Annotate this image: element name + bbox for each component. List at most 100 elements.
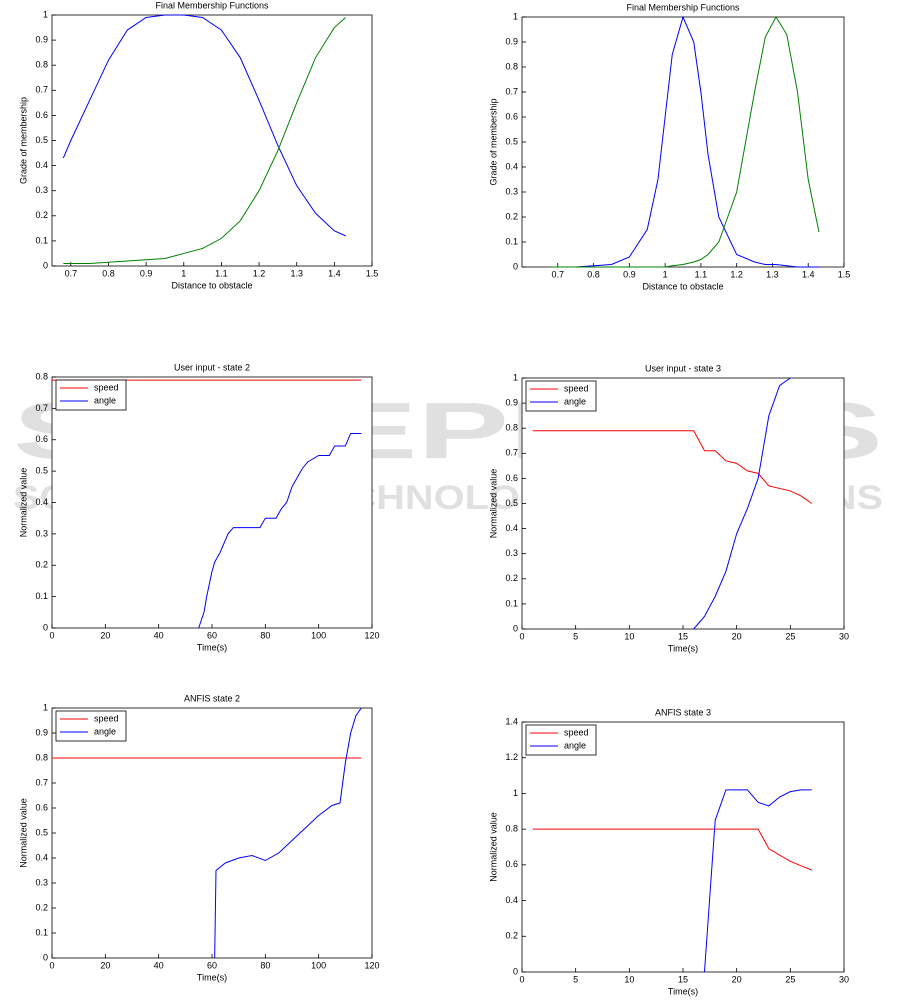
series-line	[550, 15, 819, 268]
plot-frame	[521, 721, 845, 973]
x-axis-label: Time(s)	[668, 643, 698, 653]
chart-title: ANFIS state 3	[655, 707, 711, 717]
plot-frame	[521, 16, 845, 268]
y-tick-label: 0.1	[505, 598, 518, 608]
y-tick-label: 0.5	[35, 827, 48, 837]
y-tick-label: 0.7	[505, 86, 518, 96]
chart-title: Final Membership Functions	[155, 0, 269, 10]
y-tick-label: 0.7	[35, 403, 48, 413]
x-tick-label: 100	[311, 630, 326, 640]
y-tick-label: 0	[43, 260, 48, 270]
x-tick-label: 15	[678, 631, 688, 641]
y-tick-label: 1	[513, 788, 518, 798]
x-tick-label: 60	[207, 630, 217, 640]
x-tick-label: 100	[311, 960, 326, 970]
y-tick-label: 0.9	[505, 36, 518, 46]
y-axis-label: Grade of membership	[488, 98, 498, 185]
y-tick-label: 0	[513, 966, 518, 976]
legend-box	[525, 724, 597, 756]
y-axis-label: Normalized value	[488, 812, 498, 882]
x-tick-label: 25	[785, 974, 795, 984]
y-tick-label: 0.8	[35, 371, 48, 381]
y-tick-label: 0.6	[35, 434, 48, 444]
x-tick-label: 0.7	[552, 269, 565, 279]
x-tick-label: 1	[663, 269, 668, 279]
y-tick-label: 0.4	[35, 497, 48, 507]
y-tick-label: 0.3	[505, 548, 518, 558]
x-tick-label: 80	[260, 960, 270, 970]
y-tick-label: 0.2	[505, 211, 518, 221]
y-tick-label: 0.5	[35, 466, 48, 476]
y-tick-label: 0.9	[35, 34, 48, 44]
x-tick-label: 0	[49, 630, 54, 640]
plot-frame	[521, 377, 845, 630]
legend-label: speed	[564, 383, 589, 393]
x-tick-label: 10	[624, 631, 634, 641]
x-axis-label: Time(s)	[668, 986, 698, 996]
x-tick-label: 1.1	[215, 268, 228, 278]
series-line	[63, 17, 346, 264]
y-tick-label: 0.5	[505, 136, 518, 146]
x-tick-label: 40	[154, 960, 164, 970]
series-line	[703, 789, 812, 973]
y-tick-label: 0.6	[35, 802, 48, 812]
y-tick-label: 0.6	[505, 859, 518, 869]
y-tick-label: 0.3	[505, 186, 518, 196]
legend-label: angle	[564, 396, 586, 406]
y-tick-label: 0.9	[505, 397, 518, 407]
y-tick-label: 0.6	[505, 111, 518, 121]
x-axis-label: Distance to obstacle	[171, 280, 252, 290]
x-tick-label: 25	[785, 631, 795, 641]
x-tick-label: 20	[100, 630, 110, 640]
y-tick-label: 0	[513, 623, 518, 633]
series-line	[214, 707, 362, 959]
y-tick-label: 0.3	[35, 185, 48, 195]
y-tick-label: 1	[43, 9, 48, 19]
y-tick-label: 0.8	[505, 61, 518, 71]
y-tick-label: 1.2	[505, 752, 518, 762]
y-tick-label: 0.7	[35, 85, 48, 95]
series-line	[198, 432, 362, 629]
y-tick-label: 0.8	[505, 824, 518, 834]
y-tick-label: 0	[43, 622, 48, 632]
chart-title: User input - state 2	[174, 362, 250, 372]
y-tick-label: 1.4	[505, 716, 518, 726]
y-tick-label: 0.1	[505, 236, 518, 246]
y-axis-label: Grade of membership	[18, 97, 28, 184]
series-line	[532, 430, 813, 504]
y-tick-label: 0.4	[505, 523, 518, 533]
x-tick-label: 1.1	[695, 269, 708, 279]
x-axis-label: Time(s)	[197, 642, 227, 652]
legend-label: angle	[564, 740, 586, 750]
y-tick-label: 0.2	[35, 210, 48, 220]
x-tick-label: 30	[839, 631, 849, 641]
y-tick-label: 0.2	[35, 902, 48, 912]
x-tick-label: 40	[154, 630, 164, 640]
legend-label: speed	[94, 713, 119, 723]
y-tick-label: 0.6	[505, 473, 518, 483]
x-tick-label: 1.5	[838, 269, 851, 279]
y-tick-label: 0.7	[35, 777, 48, 787]
legend-label: angle	[94, 395, 116, 405]
x-tick-label: 5	[573, 631, 578, 641]
x-tick-label: 1.3	[766, 269, 779, 279]
y-tick-label: 0.3	[35, 877, 48, 887]
x-tick-label: 0.7	[65, 268, 78, 278]
legend-box	[55, 710, 127, 742]
y-tick-label: 0.2	[505, 573, 518, 583]
y-tick-label: 0	[43, 952, 48, 962]
x-tick-label: 80	[260, 630, 270, 640]
x-tick-label: 1.2	[730, 269, 743, 279]
chart-title: ANFIS state 2	[184, 693, 240, 703]
y-tick-label: 0.8	[35, 752, 48, 762]
x-tick-label: 0	[49, 960, 54, 970]
y-tick-label: 0.2	[505, 931, 518, 941]
y-axis-label: Normalized value	[18, 798, 28, 868]
y-axis-label: Normalized value	[18, 468, 28, 538]
x-tick-label: 1.5	[366, 268, 379, 278]
plot-frame	[51, 14, 373, 267]
x-tick-label: 20	[732, 631, 742, 641]
plot-frame	[51, 376, 373, 629]
x-tick-label: 30	[839, 974, 849, 984]
y-tick-label: 0.4	[35, 852, 48, 862]
